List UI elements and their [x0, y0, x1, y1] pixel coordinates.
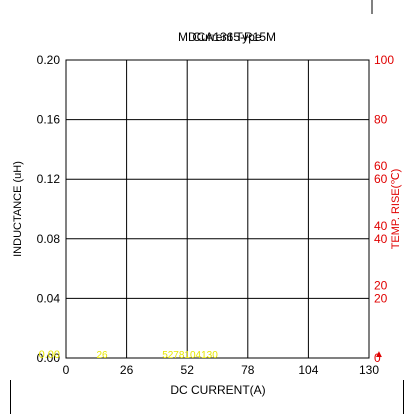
plot-area-border [65, 59, 370, 359]
y2-ghost-tick-label-2: 60 [374, 159, 388, 173]
y-axis-label: INDUCTANCE (uH) [12, 161, 24, 257]
y2-tick-labels: 0 20 40 60 80 100 [374, 53, 394, 365]
yellow-label-x-overlap: 5278104130 [162, 350, 218, 361]
y2-tick-marker: ▲ [374, 349, 384, 360]
y-tick-label-4: 0.16 [37, 113, 61, 127]
y2-axis-label: TEMP. RISE(℃) [390, 169, 402, 250]
y-tick-labels: 0.00 0.04 0.08 0.12 0.16 0.20 [37, 53, 61, 365]
y-tick-label-5: 0.20 [37, 53, 61, 67]
y-tick-label-1: 0.04 [37, 291, 61, 305]
y2-ghost-tick-label-0: 20 [374, 278, 388, 292]
x-tick-label-1: 26 [120, 363, 134, 377]
y-tick-label-3: 0.12 [37, 172, 61, 186]
x-axis-label: DC CURRENT(A) [170, 383, 265, 397]
y2-tick-label-1: 20 [374, 291, 388, 305]
chart-title-overlap: Current Type [192, 30, 261, 44]
y-tick-label-2: 0.08 [37, 232, 61, 246]
y2-tick-label-4: 80 [374, 113, 388, 127]
y2-tick-label-3: 60 [374, 172, 388, 186]
x-tick-label-3: 78 [241, 363, 255, 377]
yellow-label-x26: 26 [96, 350, 108, 361]
x-tick-label-2: 52 [181, 363, 195, 377]
y2-tick-label-5: 100 [374, 53, 394, 67]
x-tick-label-0: 0 [63, 363, 70, 377]
x-tick-label-4: 104 [298, 363, 318, 377]
y-tick-label-0: 0.00 [37, 351, 61, 365]
x-tick-labels: 0 26 52 78 104 130 [63, 363, 380, 377]
yellow-label-y0: 0.00 [39, 349, 60, 361]
y2-ghost-tick-label-1: 40 [374, 219, 388, 233]
chart-title: MDCA1365-R15M [178, 30, 276, 44]
grid [65, 59, 370, 359]
y2-tick-label-2: 40 [374, 232, 388, 246]
y2-tick-label-0: 0 [374, 351, 381, 365]
x-tick-label-5: 130 [359, 363, 379, 377]
y2-ghost-tick-labels: 20 40 60 [374, 159, 388, 292]
